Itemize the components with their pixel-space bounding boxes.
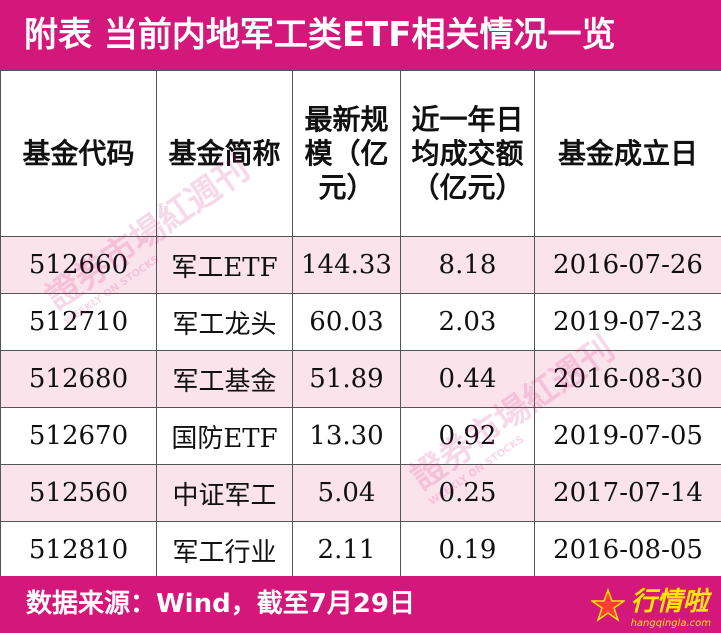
table-row: 512810 军工行业 2.11 0.19 2016-08-05 <box>0 521 721 579</box>
cell-inception-date: 2016-08-05 <box>534 521 721 579</box>
cell-fund-code: 512560 <box>0 464 157 522</box>
cell-fund-code: 512810 <box>0 521 157 579</box>
cell-avg-turnover: 8.18 <box>400 236 535 294</box>
cell-avg-turnover: 2.03 <box>400 293 535 351</box>
cell-latest-size: 60.03 <box>292 293 401 351</box>
header-inception-date: 基金成立日 <box>534 70 721 237</box>
cell-inception-date: 2016-08-30 <box>534 350 721 408</box>
cell-fund-code: 512660 <box>0 236 157 294</box>
cell-fund-name: 军工龙头 <box>156 293 293 351</box>
cell-inception-date: 2019-07-23 <box>534 293 721 351</box>
table-row: 512560 中证军工 5.04 0.25 2017-07-14 <box>0 464 721 522</box>
site-logo: 行情啦 hangqingla.com <box>590 576 711 633</box>
logo-sub: hangqingla.com <box>630 617 711 629</box>
header-fund-name: 基金简称 <box>156 70 293 237</box>
cell-latest-size: 13.30 <box>292 407 401 465</box>
cell-fund-code: 512710 <box>0 293 157 351</box>
cell-latest-size: 144.33 <box>292 236 401 294</box>
table-row: 512710 军工龙头 60.03 2.03 2019-07-23 <box>0 293 721 351</box>
cell-fund-name: 国防ETF <box>156 407 293 465</box>
cell-fund-name: 军工基金 <box>156 350 293 408</box>
cell-avg-turnover: 0.19 <box>400 521 535 579</box>
cell-latest-size: 5.04 <box>292 464 401 522</box>
cell-fund-code: 512670 <box>0 407 157 465</box>
etf-table: 基金代码 基金简称 最新规模（亿元） 近一年日均成交额（亿元） 基金成立日 51… <box>0 70 721 579</box>
cell-avg-turnover: 0.44 <box>400 350 535 408</box>
cell-inception-date: 2019-07-05 <box>534 407 721 465</box>
cell-inception-date: 2016-07-26 <box>534 236 721 294</box>
page-title: 附表 当前内地军工类ETF相关情况一览 <box>0 0 721 70</box>
header-avg-turnover: 近一年日均成交额（亿元） <box>400 70 535 237</box>
table-header-row: 基金代码 基金简称 最新规模（亿元） 近一年日均成交额（亿元） 基金成立日 <box>0 70 721 237</box>
cell-avg-turnover: 0.92 <box>400 407 535 465</box>
table-row: 512680 军工基金 51.89 0.44 2016-08-30 <box>0 350 721 408</box>
table-row: 512660 军工ETF 144.33 8.18 2016-07-26 <box>0 236 721 294</box>
star-icon <box>590 587 625 622</box>
cell-fund-name: 中证军工 <box>156 464 293 522</box>
cell-inception-date: 2017-07-14 <box>534 464 721 522</box>
cell-fund-name: 军工行业 <box>156 521 293 579</box>
header-fund-code: 基金代码 <box>0 70 157 237</box>
cell-avg-turnover: 0.25 <box>400 464 535 522</box>
cell-fund-name: 军工ETF <box>156 236 293 294</box>
table-row: 512670 国防ETF 13.30 0.92 2019-07-05 <box>0 407 721 465</box>
cell-latest-size: 2.11 <box>292 521 401 579</box>
logo-text: 行情啦 <box>630 586 709 617</box>
header-latest-size: 最新规模（亿元） <box>292 70 401 237</box>
cell-fund-code: 512680 <box>0 350 157 408</box>
logo-text-group: 行情啦 hangqingla.com <box>631 581 711 629</box>
cell-latest-size: 51.89 <box>292 350 401 408</box>
